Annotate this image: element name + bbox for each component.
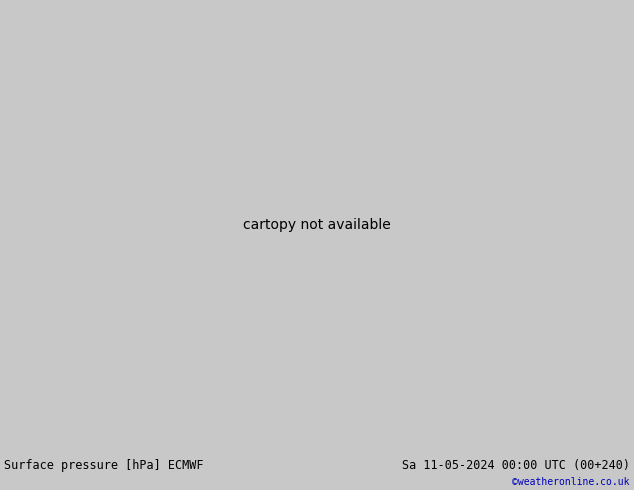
Text: Sa 11-05-2024 00:00 UTC (00+240): Sa 11-05-2024 00:00 UTC (00+240) — [402, 460, 630, 472]
Text: Surface pressure [hPa] ECMWF: Surface pressure [hPa] ECMWF — [4, 460, 204, 472]
Text: cartopy not available: cartopy not available — [243, 219, 391, 232]
Text: ©weatheronline.co.uk: ©weatheronline.co.uk — [512, 477, 630, 487]
